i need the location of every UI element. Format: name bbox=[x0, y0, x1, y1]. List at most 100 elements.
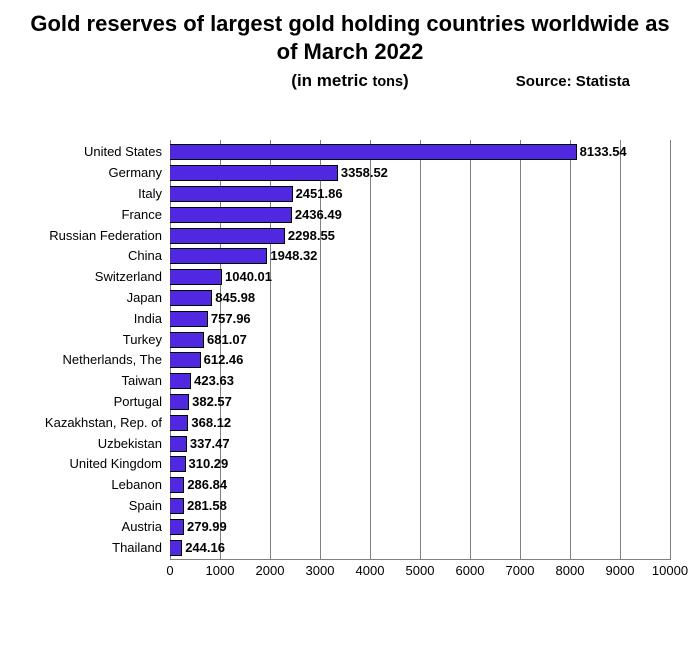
category-label: Taiwan bbox=[122, 372, 170, 390]
bar-row: Lebanon286.84 bbox=[170, 476, 670, 494]
bar bbox=[170, 186, 293, 202]
value-label: 845.98 bbox=[212, 289, 255, 307]
bar bbox=[170, 498, 184, 514]
value-label: 681.07 bbox=[204, 331, 247, 349]
chart-container: Gold reserves of largest gold holding co… bbox=[0, 0, 700, 651]
bar bbox=[170, 456, 186, 472]
category-label: Germany bbox=[109, 164, 170, 182]
chart-title: Gold reserves of largest gold holding co… bbox=[0, 0, 700, 65]
value-label: 2451.86 bbox=[293, 185, 343, 203]
plot-area: United States8133.54 Germany3358.52 Italy2… bbox=[170, 140, 670, 580]
bar-row: Uzbekistan337.47 bbox=[170, 435, 670, 453]
bar-row: India757.96 bbox=[170, 310, 670, 328]
category-label: Russian Federation bbox=[49, 227, 170, 245]
category-label: United States bbox=[84, 143, 170, 161]
bar-row: China1948.32 bbox=[170, 247, 670, 265]
category-label: Netherlands, The bbox=[63, 351, 171, 369]
bar-row: Russian Federation2298.55 bbox=[170, 227, 670, 245]
x-ticks: 0100020003000400050006000700080009000100… bbox=[170, 560, 670, 580]
bar-row: Portugal382.57 bbox=[170, 393, 670, 411]
bar bbox=[170, 415, 188, 431]
bar-row: Thailand244.16 bbox=[170, 539, 670, 557]
x-tick-label: 2000 bbox=[256, 563, 285, 578]
bar bbox=[170, 373, 191, 389]
x-tick-label: 4000 bbox=[356, 563, 385, 578]
x-tick-label: 7000 bbox=[506, 563, 535, 578]
bar-row: Switzerland1040.01 bbox=[170, 268, 670, 286]
value-label: 279.99 bbox=[184, 518, 227, 536]
value-label: 244.16 bbox=[182, 539, 225, 557]
grid-line bbox=[670, 140, 671, 560]
bar bbox=[170, 165, 338, 181]
value-label: 1948.32 bbox=[267, 247, 317, 265]
value-label: 612.46 bbox=[201, 351, 244, 369]
bar bbox=[170, 290, 212, 306]
x-tick-label: 6000 bbox=[456, 563, 485, 578]
value-label: 8133.54 bbox=[577, 143, 627, 161]
category-label: Thailand bbox=[112, 539, 170, 557]
bar-row: Kazakhstan, Rep. of368.12 bbox=[170, 414, 670, 432]
bar bbox=[170, 228, 285, 244]
value-label: 337.47 bbox=[187, 435, 230, 453]
bar-row: France2436.49 bbox=[170, 206, 670, 224]
value-label: 368.12 bbox=[188, 414, 231, 432]
category-label: Italy bbox=[138, 185, 170, 203]
bar-row: Austria279.99 bbox=[170, 518, 670, 536]
bar-row: Netherlands, The612.46 bbox=[170, 351, 670, 369]
value-label: 281.58 bbox=[184, 497, 227, 515]
bar-row: Turkey681.07 bbox=[170, 331, 670, 349]
bar bbox=[170, 519, 184, 535]
category-label: Lebanon bbox=[111, 476, 170, 494]
bar-row: Taiwan423.63 bbox=[170, 372, 670, 390]
bar-row: Japan845.98 bbox=[170, 289, 670, 307]
x-tick-label: 10000 bbox=[652, 563, 688, 578]
category-label: Switzerland bbox=[95, 268, 170, 286]
value-label: 2436.49 bbox=[292, 206, 342, 224]
category-label: Japan bbox=[127, 289, 170, 307]
x-tick-label: 0 bbox=[166, 563, 173, 578]
bar bbox=[170, 540, 182, 556]
category-label: France bbox=[122, 206, 170, 224]
x-tick-label: 1000 bbox=[206, 563, 235, 578]
category-label: Portugal bbox=[114, 393, 170, 411]
bar bbox=[170, 207, 292, 223]
bar bbox=[170, 394, 189, 410]
bars-group: United States8133.54 Germany3358.52 Italy2… bbox=[170, 140, 670, 560]
category-label: Turkey bbox=[123, 331, 170, 349]
category-label: Spain bbox=[129, 497, 170, 515]
bar bbox=[170, 352, 201, 368]
bar-row: United States8133.54 bbox=[170, 143, 670, 161]
value-label: 757.96 bbox=[208, 310, 251, 328]
value-label: 286.84 bbox=[184, 476, 227, 494]
bar-row: Spain281.58 bbox=[170, 497, 670, 515]
category-label: India bbox=[134, 310, 170, 328]
bar bbox=[170, 311, 208, 327]
bar bbox=[170, 269, 222, 285]
category-label: Austria bbox=[122, 518, 170, 536]
category-label: Uzbekistan bbox=[98, 435, 170, 453]
bar bbox=[170, 144, 577, 160]
chart-subtitle: (in metric tons) bbox=[291, 71, 408, 91]
category-label: United Kingdom bbox=[70, 455, 171, 473]
bar bbox=[170, 477, 184, 493]
category-label: Kazakhstan, Rep. of bbox=[45, 414, 170, 432]
category-label: China bbox=[128, 247, 170, 265]
value-label: 310.29 bbox=[186, 455, 229, 473]
value-label: 3358.52 bbox=[338, 164, 388, 182]
x-tick-label: 8000 bbox=[556, 563, 585, 578]
bar-row: Germany3358.52 bbox=[170, 164, 670, 182]
bar bbox=[170, 332, 204, 348]
chart-source: Source: Statista bbox=[516, 73, 630, 90]
x-tick-label: 9000 bbox=[606, 563, 635, 578]
value-label: 1040.01 bbox=[222, 268, 272, 286]
x-tick-label: 3000 bbox=[306, 563, 335, 578]
value-label: 423.63 bbox=[191, 372, 234, 390]
subtitle-row: (in metric tons) Source: Statista bbox=[0, 71, 700, 91]
x-tick-label: 5000 bbox=[406, 563, 435, 578]
bar bbox=[170, 436, 187, 452]
value-label: 382.57 bbox=[189, 393, 232, 411]
bar-row: Italy2451.86 bbox=[170, 185, 670, 203]
value-label: 2298.55 bbox=[285, 227, 335, 245]
bar bbox=[170, 248, 267, 264]
bar-row: United Kingdom310.29 bbox=[170, 455, 670, 473]
